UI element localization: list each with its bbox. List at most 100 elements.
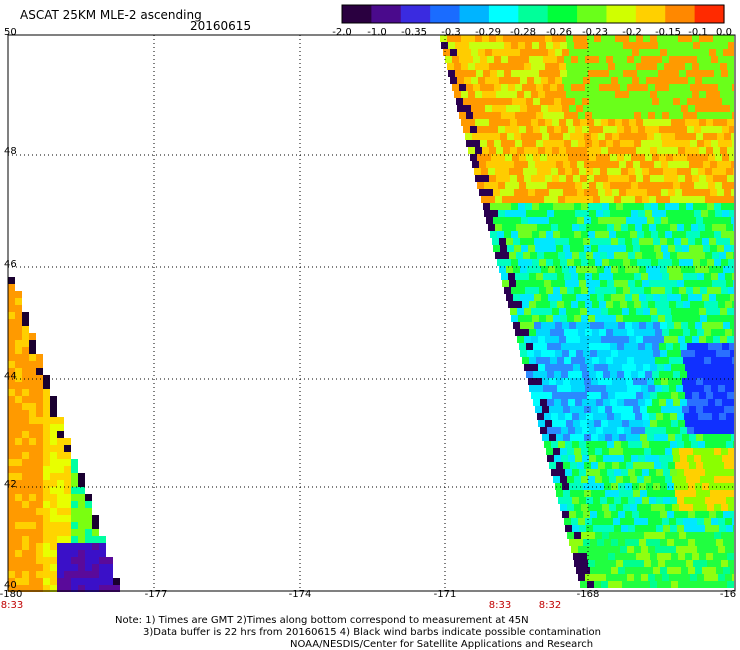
swath-cell — [730, 238, 734, 245]
swath-cell — [663, 413, 670, 420]
swath-cell — [618, 539, 625, 546]
swath-cell — [615, 336, 622, 343]
swath-cell — [64, 550, 71, 557]
swath-cell — [718, 574, 725, 581]
swath-cell — [569, 77, 576, 84]
swath-cell — [618, 105, 625, 112]
swath-cell — [582, 126, 589, 133]
swath-cell — [731, 406, 734, 413]
swath-cell — [725, 273, 732, 280]
swath-cell — [730, 294, 734, 301]
swath-cell — [644, 70, 651, 77]
swath-cell — [695, 483, 702, 490]
swath-cell — [524, 91, 531, 98]
swath-cell — [596, 343, 603, 350]
swath-cell — [669, 273, 676, 280]
swath-cell — [708, 427, 715, 434]
swath-cell — [661, 133, 668, 140]
swath-cell — [8, 389, 15, 396]
swath-cell — [482, 63, 489, 70]
swath-cell — [691, 525, 698, 532]
swath-cell — [43, 417, 50, 424]
swath-cell — [708, 399, 715, 406]
swath-cell — [629, 63, 636, 70]
swath-cell — [626, 406, 633, 413]
swath-cell — [519, 210, 526, 217]
swath-cell — [584, 161, 591, 168]
swath-cell — [695, 567, 702, 574]
swath-cell — [690, 518, 697, 525]
swath-cell — [617, 343, 624, 350]
swath-cell — [477, 126, 484, 133]
swath-cell — [611, 350, 618, 357]
swath-cell — [542, 434, 549, 441]
swath-cell — [720, 581, 727, 588]
swath-cell — [560, 504, 567, 511]
swath-cell — [461, 119, 468, 126]
swath-cell — [640, 189, 647, 196]
swath-cell — [599, 385, 606, 392]
swath-cell — [672, 504, 679, 511]
swath-cell — [15, 501, 22, 508]
swath-cell — [578, 329, 585, 336]
swath-cell — [8, 543, 15, 550]
swath-cell — [616, 448, 623, 455]
swath-cell — [646, 294, 653, 301]
swath-cell — [677, 497, 684, 504]
swath-cell — [615, 392, 622, 399]
swath-cell — [36, 424, 43, 431]
swath-cell — [533, 210, 540, 217]
swath-cell — [525, 42, 532, 49]
swath-cell — [676, 112, 683, 119]
swath-cell — [585, 329, 592, 336]
swath-cell — [574, 70, 581, 77]
swath-cell — [496, 91, 503, 98]
swath-cell — [673, 371, 680, 378]
swath-cell — [43, 508, 50, 515]
swath-cell — [664, 364, 671, 371]
colorbar-segment — [488, 5, 519, 23]
swath-cell — [672, 42, 679, 49]
swath-cell — [605, 434, 612, 441]
swath-cell — [533, 343, 540, 350]
swath-cell — [682, 406, 689, 413]
swath-cell — [732, 329, 734, 336]
swath-cell — [540, 343, 547, 350]
swath-cell — [555, 266, 562, 273]
swath-cell — [651, 287, 658, 294]
swath-cell — [595, 70, 602, 77]
swath-cell — [562, 77, 569, 84]
swath-cell — [532, 287, 539, 294]
swath-cell — [517, 35, 524, 42]
swath-cell — [650, 91, 657, 98]
swath-cell — [727, 420, 734, 427]
swath-cell — [508, 273, 515, 280]
swath-cell — [591, 378, 598, 385]
swath-cell — [22, 522, 29, 529]
swath-cell — [705, 497, 712, 504]
swath-cell — [106, 557, 113, 564]
swath-cell — [604, 77, 611, 84]
swath-cell — [732, 56, 734, 63]
swath-cell — [650, 119, 657, 126]
swath-cell — [636, 35, 643, 42]
swath-cell — [725, 357, 732, 364]
swath-cell — [707, 504, 714, 511]
swath-cell — [556, 434, 563, 441]
swath-cell — [511, 231, 518, 238]
swath-cell — [513, 49, 520, 56]
swath-cell — [526, 182, 533, 189]
swath-cell — [650, 392, 657, 399]
swath-cell — [8, 396, 15, 403]
swath-cell — [541, 294, 548, 301]
swath-cell — [692, 63, 699, 70]
swath-cell — [711, 329, 718, 336]
swath-cell — [538, 336, 545, 343]
swath-cell — [498, 98, 505, 105]
swath-cell — [550, 357, 557, 364]
swath-cell — [551, 413, 558, 420]
swath-cell — [647, 161, 654, 168]
swath-cell — [593, 469, 600, 476]
swath-cell — [22, 508, 29, 515]
swath-cell — [526, 210, 533, 217]
